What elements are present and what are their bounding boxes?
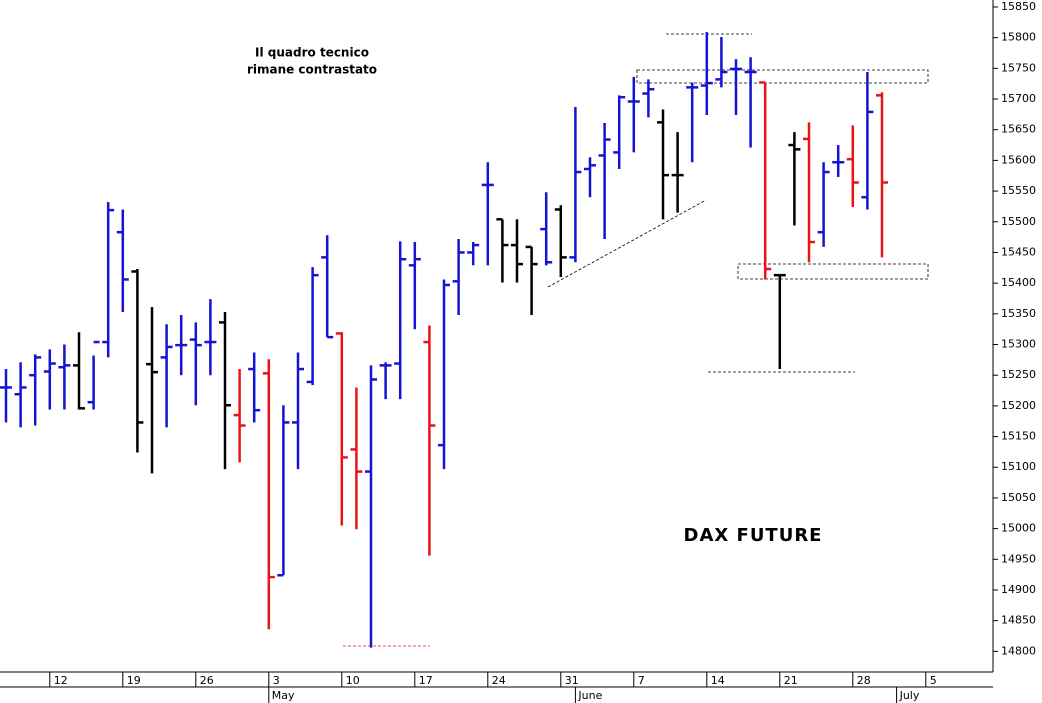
month-label: June xyxy=(577,689,602,702)
y-tick-label: 14950 xyxy=(1001,552,1036,565)
month-label: May xyxy=(272,689,295,702)
y-tick-label: 15550 xyxy=(1001,184,1036,197)
resistance-zone xyxy=(636,69,929,84)
y-tick-label: 15700 xyxy=(1001,92,1036,105)
y-tick-label: 15650 xyxy=(1001,123,1036,136)
y-tick-label: 15350 xyxy=(1001,307,1036,320)
annotation: rimane contrastato xyxy=(247,63,377,77)
y-tick-label: 15850 xyxy=(1001,0,1036,13)
x-tick-label: 26 xyxy=(200,674,214,687)
y-tick-label: 15800 xyxy=(1001,31,1036,44)
y-tick-label: 15500 xyxy=(1001,215,1036,228)
y-tick-label: 14850 xyxy=(1001,614,1036,627)
y-tick-label: 15750 xyxy=(1001,61,1036,74)
y-tick-label: 15000 xyxy=(1001,522,1036,535)
y-tick-label: 15250 xyxy=(1001,368,1036,381)
y-tick-label: 15600 xyxy=(1001,153,1036,166)
x-tick-label: 14 xyxy=(711,674,725,687)
x-tick-label: 17 xyxy=(419,674,433,687)
x-tick-label: 12 xyxy=(54,674,68,687)
x-tick-label: 3 xyxy=(273,674,280,687)
x-tick-label: 28 xyxy=(857,674,871,687)
x-tick-label: 24 xyxy=(492,674,506,687)
x-tick-label: 5 xyxy=(930,674,937,687)
annotation: Il quadro tecnico xyxy=(255,46,369,60)
trend-line xyxy=(547,199,707,288)
annotation-lines xyxy=(343,33,929,647)
month-label: July xyxy=(899,689,920,702)
y-tick-label: 15100 xyxy=(1001,460,1036,473)
y-tick-label: 15050 xyxy=(1001,491,1036,504)
x-tick-label: 7 xyxy=(638,674,645,687)
y-tick-label: 14900 xyxy=(1001,583,1036,596)
y-tick-label: 15200 xyxy=(1001,399,1036,412)
y-tick-label: 14800 xyxy=(1001,644,1036,657)
x-tick-label: 19 xyxy=(127,674,141,687)
support-zone xyxy=(737,263,929,280)
y-tick-label: 15450 xyxy=(1001,245,1036,258)
y-tick-label: 15400 xyxy=(1001,276,1036,289)
y-tick-label: 15300 xyxy=(1001,338,1036,351)
chart-title: DAX FUTURE xyxy=(684,525,823,546)
x-tick-label: 21 xyxy=(784,674,798,687)
x-tick-label: 31 xyxy=(565,674,579,687)
x-tick-label: 10 xyxy=(346,674,360,687)
y-tick-label: 15150 xyxy=(1001,430,1036,443)
